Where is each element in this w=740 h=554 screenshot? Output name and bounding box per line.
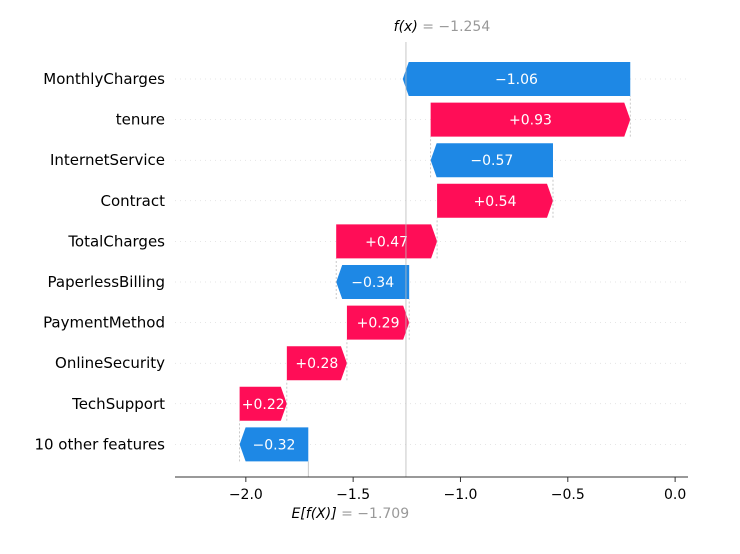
bar: [336, 224, 438, 259]
feature-label: PaperlessBilling: [48, 273, 166, 291]
output-value-label: f(x) = −1.254: [394, 19, 491, 35]
feature-label: TotalCharges: [67, 232, 165, 250]
base-value-label: E[f(X)] = −1.709: [291, 506, 409, 522]
bar: [286, 346, 347, 381]
feature-label: tenure: [116, 111, 165, 129]
x-tick-label: −2.0: [229, 487, 263, 503]
bar-value-label: +0.28: [295, 356, 338, 372]
feature-label: InternetService: [50, 151, 165, 169]
bar-value-label: +0.93: [509, 113, 552, 129]
bar-value-label: −1.06: [495, 72, 538, 88]
x-axis: −2.0 −1.5 −1.0 −0.5 0.0: [175, 476, 688, 503]
feature-label: MonthlyCharges: [43, 70, 165, 88]
connector-lines: [239, 42, 631, 477]
bar: [239, 386, 287, 421]
bar-value-label: +0.47: [365, 234, 408, 250]
feature-label: 10 other features: [34, 435, 165, 453]
feature-label: Contract: [100, 192, 165, 210]
bar: [336, 265, 410, 299]
bars-layer: −1.06 +0.93 −0.57 +0.54 +0.47 −0.34 +0.29 +0.28…: [239, 62, 631, 462]
x-tick-label: −1.0: [443, 487, 477, 503]
bar-value-label: +0.54: [474, 194, 517, 210]
bar-value-label: −0.34: [351, 275, 394, 291]
bar: [402, 62, 631, 96]
bar: [430, 143, 553, 178]
feature-label: TechSupport: [71, 395, 165, 413]
annotations: f(x) = −1.254 E[f(X)] = −1.709: [291, 19, 490, 522]
x-tick-label: −0.5: [551, 487, 585, 503]
bar-value-label: +0.22: [242, 397, 285, 413]
bar-value-label: −0.32: [252, 437, 295, 453]
bar-value-label: −0.57: [470, 153, 513, 169]
bar: [239, 427, 309, 462]
bar: [437, 183, 553, 218]
x-tick-label: 0.0: [664, 487, 686, 503]
feature-labels: MonthlyCharges tenure InternetService Contr…: [34, 70, 165, 453]
bar: [430, 102, 631, 137]
bar: [346, 305, 410, 340]
bar-value-label: +0.29: [357, 316, 400, 332]
feature-label: PaymentMethod: [43, 314, 165, 332]
x-tick-label: −1.5: [336, 487, 370, 503]
feature-label: OnlineSecurity: [55, 354, 165, 372]
